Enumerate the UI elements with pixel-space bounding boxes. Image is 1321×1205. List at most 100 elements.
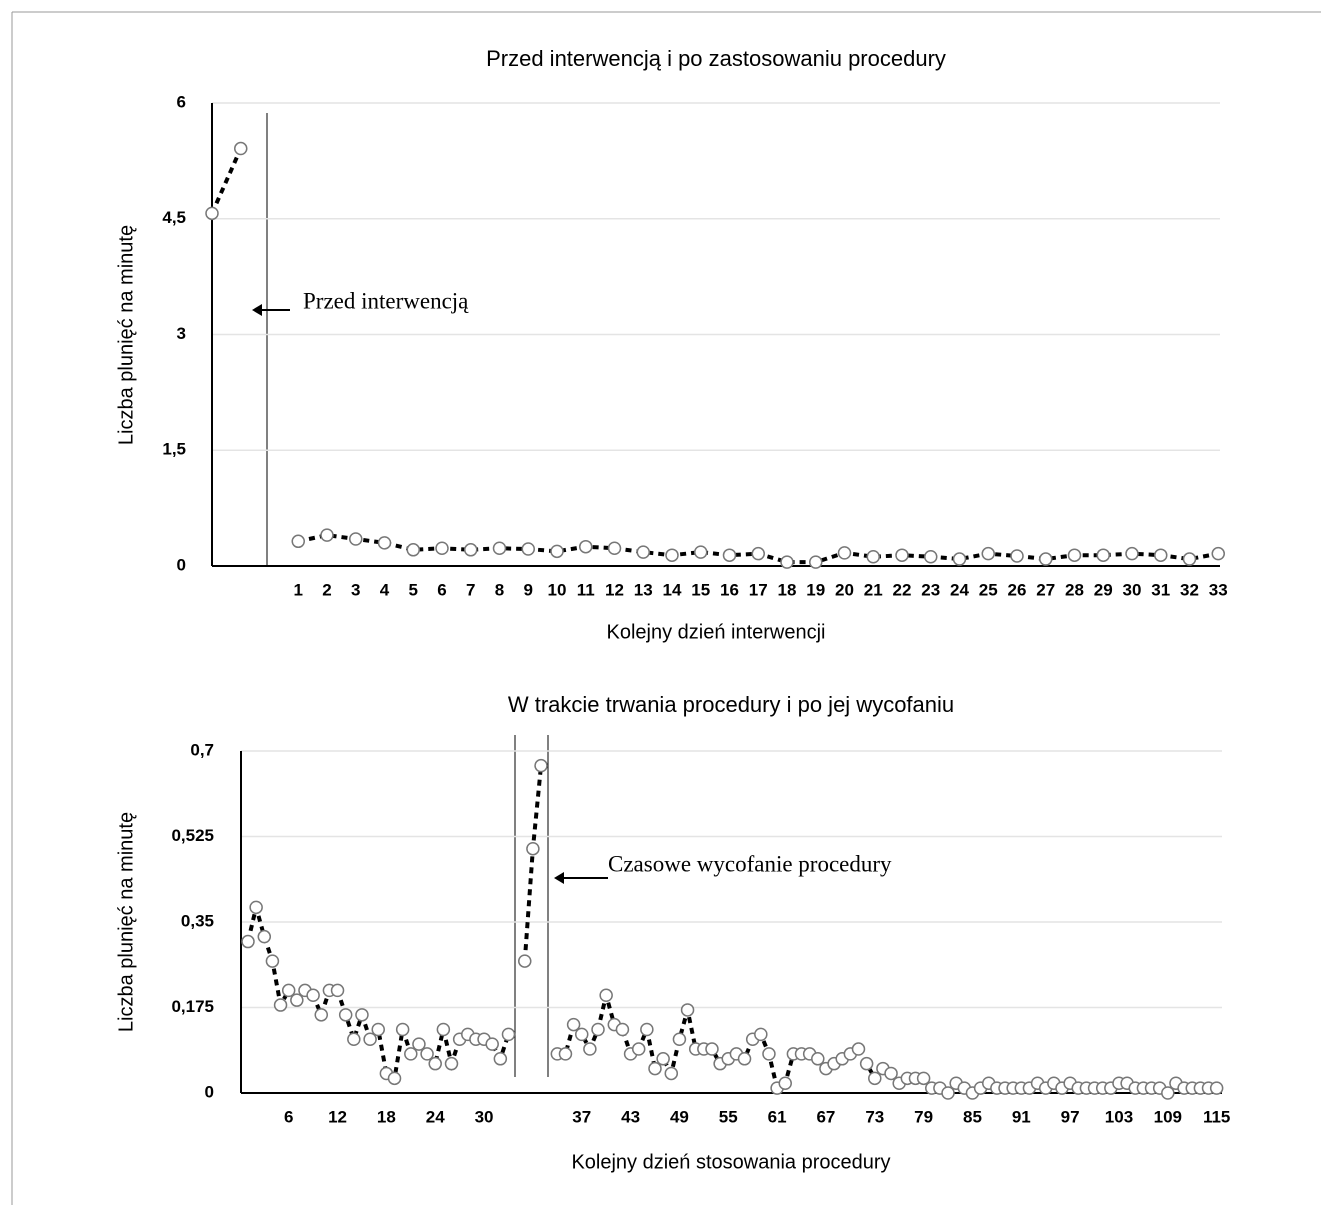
data-point — [355, 1008, 369, 1022]
data-point — [859, 1056, 874, 1071]
data-point — [1039, 552, 1053, 566]
data-point — [273, 998, 288, 1012]
data-point — [591, 1022, 605, 1037]
data-point — [615, 1022, 630, 1037]
data-point — [518, 954, 532, 968]
x-tick-label: 14 — [663, 580, 682, 599]
data-point — [694, 545, 708, 559]
x-tick-label: 103 — [1105, 1107, 1133, 1126]
data-point — [884, 1066, 898, 1081]
y-tick-label: 0 — [205, 1082, 214, 1101]
x-tick-label: 61 — [768, 1107, 787, 1126]
data-point — [406, 543, 420, 557]
data-point — [583, 1042, 597, 1056]
chart-title: W trakcie trwania procedury i po jej wyc… — [508, 692, 954, 717]
x-tick-label: 26 — [1008, 580, 1027, 599]
annotation: Przed interwencją — [303, 288, 469, 313]
data-point — [952, 552, 967, 566]
data-line — [210, 147, 1219, 565]
y-tick-label: 0,7 — [190, 740, 214, 759]
x-tick-label: 67 — [816, 1107, 835, 1126]
x-tick-label: 29 — [1094, 580, 1113, 599]
data-point — [1209, 1081, 1224, 1095]
x-tick-label: 8 — [495, 580, 504, 599]
data-point — [1211, 546, 1225, 561]
y-tick-label: 3 — [177, 324, 186, 343]
data-point — [916, 1071, 931, 1086]
data-point — [1067, 548, 1082, 562]
x-tick-label: 21 — [864, 580, 883, 599]
data-point — [205, 206, 219, 221]
x-tick-label: 49 — [670, 1107, 689, 1126]
data-point — [428, 1056, 442, 1071]
y-tick-label: 4,5 — [162, 208, 186, 227]
data-point — [444, 1056, 459, 1071]
x-tick-label: 13 — [634, 580, 653, 599]
data-point — [234, 141, 248, 156]
data-point — [420, 1047, 434, 1061]
data-point — [550, 544, 564, 559]
y-tick-label: 0 — [177, 555, 186, 574]
data-point — [1161, 1086, 1175, 1100]
y-tick-label: 1,5 — [162, 440, 186, 459]
x-tick-label: 43 — [621, 1107, 640, 1126]
y-tick-label: 6 — [177, 92, 186, 111]
data-point — [249, 900, 263, 915]
x-tick-label: 23 — [921, 580, 940, 599]
data-point — [574, 1027, 589, 1042]
data-point — [656, 1052, 670, 1066]
y-tick-label: 0,35 — [181, 911, 214, 930]
data-point — [492, 541, 507, 556]
data-point — [837, 546, 852, 560]
data-point — [404, 1047, 418, 1061]
x-tick-label: 73 — [865, 1107, 884, 1126]
data-point — [705, 1042, 719, 1056]
data-point — [579, 539, 593, 554]
arrow-head — [252, 304, 262, 316]
data-point — [320, 528, 334, 542]
data-point — [1096, 548, 1110, 562]
data-point — [436, 1022, 451, 1037]
data-point — [631, 1042, 646, 1056]
data-point — [981, 546, 995, 561]
data-point — [290, 993, 304, 1007]
data-point — [780, 555, 794, 569]
x-tick-label: 33 — [1209, 580, 1228, 599]
data-point — [338, 1008, 353, 1022]
data-point — [751, 546, 765, 561]
arrow-head — [554, 872, 564, 884]
x-tick-label: 109 — [1154, 1107, 1182, 1126]
x-tick-label: 115 — [1203, 1107, 1230, 1126]
data-point — [895, 548, 909, 562]
x-tick-label: 24 — [426, 1107, 445, 1126]
data-point — [377, 536, 392, 550]
data-point — [485, 1037, 499, 1051]
data-line — [246, 765, 1217, 1096]
x-tick-label: 17 — [749, 580, 768, 599]
data-point — [778, 1076, 792, 1090]
data-point — [851, 1042, 866, 1056]
data-point — [762, 1047, 776, 1061]
x-tick-label: 5 — [409, 580, 418, 599]
x-tick-label: 24 — [950, 580, 969, 599]
x-tick-label: 12 — [605, 580, 624, 599]
data-point — [566, 1017, 581, 1032]
data-point — [1154, 548, 1168, 562]
x-axis-title: Kolejny dzień stosowania procedury — [571, 1151, 890, 1173]
data-point — [664, 1066, 679, 1081]
data-point — [501, 1027, 516, 1042]
data-point — [265, 954, 280, 968]
data-point — [1125, 546, 1139, 561]
data-point — [521, 542, 535, 556]
data-point — [306, 988, 320, 1003]
chart-title: Przed interwencją i po zastosowaniu proc… — [486, 46, 946, 71]
data-point — [648, 1061, 662, 1076]
data-point — [347, 1032, 361, 1047]
data-point — [680, 1003, 695, 1017]
data-point — [435, 541, 449, 556]
data-point — [412, 1037, 426, 1051]
x-tick-label: 55 — [719, 1107, 738, 1126]
x-tick-label: 18 — [377, 1107, 396, 1126]
data-point — [330, 983, 345, 998]
x-tick-label: 4 — [380, 580, 390, 599]
